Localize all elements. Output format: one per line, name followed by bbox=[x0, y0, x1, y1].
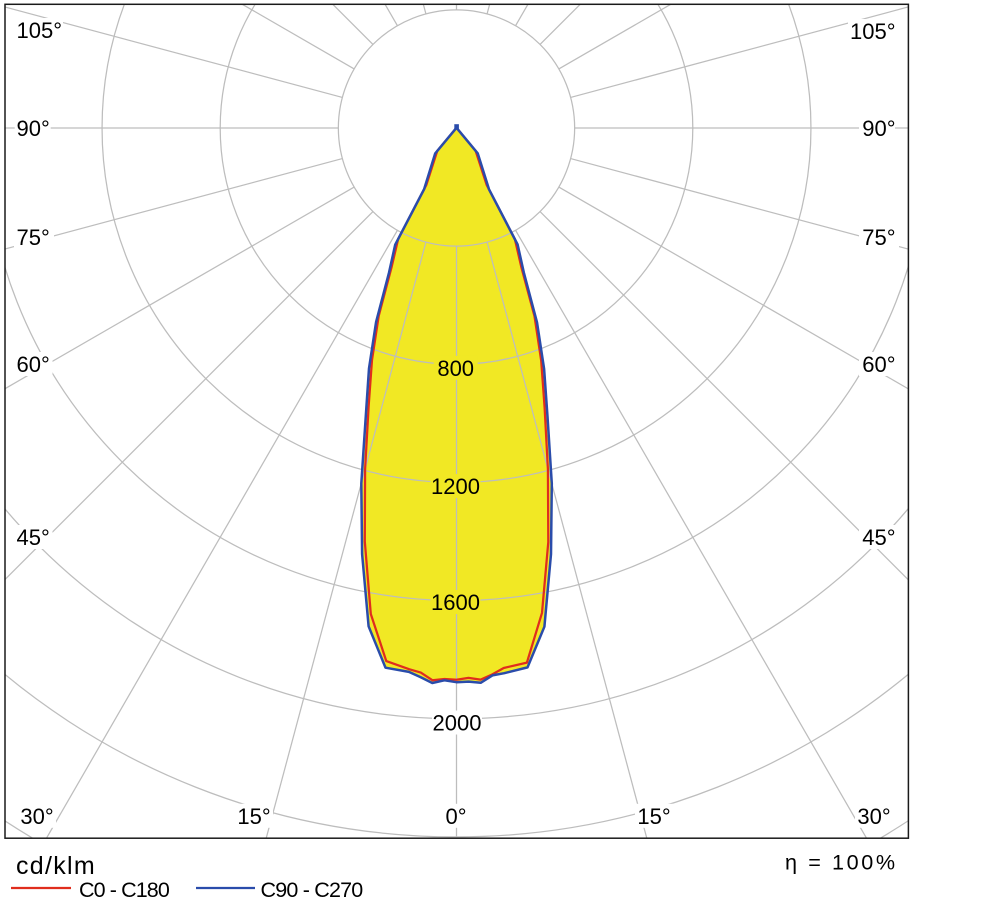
svg-text:1200: 1200 bbox=[431, 474, 480, 499]
svg-text:C0 - C180: C0 - C180 bbox=[79, 878, 170, 902]
svg-text:2000: 2000 bbox=[433, 711, 482, 736]
svg-text:75°: 75° bbox=[862, 225, 895, 250]
svg-text:45°: 45° bbox=[17, 525, 50, 550]
svg-text:60°: 60° bbox=[862, 352, 895, 377]
svg-text:30°: 30° bbox=[857, 804, 890, 829]
svg-text:800: 800 bbox=[437, 356, 474, 381]
svg-text:15°: 15° bbox=[237, 804, 270, 829]
svg-text:45°: 45° bbox=[862, 525, 895, 550]
svg-text:1600: 1600 bbox=[431, 590, 480, 615]
svg-text:C90 - C270: C90 - C270 bbox=[261, 878, 364, 902]
svg-text:30°: 30° bbox=[20, 804, 53, 829]
svg-text:105°: 105° bbox=[17, 18, 63, 43]
svg-text:75°: 75° bbox=[17, 225, 50, 250]
svg-text:η = 100%: η = 100% bbox=[785, 850, 898, 875]
svg-text:60°: 60° bbox=[17, 352, 50, 377]
svg-text:90°: 90° bbox=[862, 116, 895, 141]
svg-text:105°: 105° bbox=[850, 19, 896, 44]
svg-text:90°: 90° bbox=[17, 116, 50, 141]
svg-text:cd/klm: cd/klm bbox=[16, 852, 96, 880]
svg-text:0°: 0° bbox=[445, 804, 466, 829]
svg-text:15°: 15° bbox=[637, 804, 670, 829]
